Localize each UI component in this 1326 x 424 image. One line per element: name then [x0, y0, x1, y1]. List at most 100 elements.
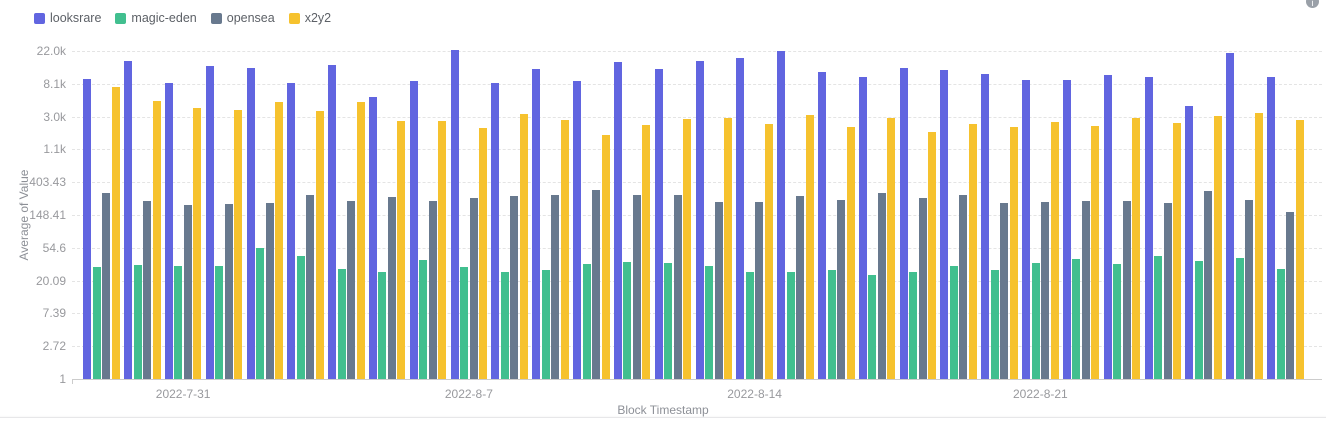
bar-magic-eden-2022-8-2[interactable]: [256, 247, 265, 379]
bar-x2y2-2022-8-13[interactable]: [724, 118, 733, 379]
bar-looksrare-2022-8-19[interactable]: [940, 70, 949, 379]
bar-x2y2-2022-8-3[interactable]: [315, 110, 324, 379]
bar-magic-eden-2022-8-12[interactable]: [664, 263, 673, 379]
bar-x2y2-2022-8-12[interactable]: [683, 118, 692, 379]
legend-item-looksrare[interactable]: looksrare: [34, 11, 101, 25]
bar-looksrare-2022-8-3[interactable]: [287, 83, 296, 379]
bar-looksrare-2022-8-14[interactable]: [736, 57, 745, 379]
bar-looksrare-2022-8-21[interactable]: [1022, 79, 1031, 379]
bar-magic-eden-2022-8-14[interactable]: [745, 272, 754, 379]
bar-magic-eden-2022-8-22[interactable]: [1072, 258, 1081, 379]
bar-opensea-2022-8-27[interactable]: [1286, 212, 1295, 379]
legend-item-opensea[interactable]: opensea: [210, 11, 275, 25]
bar-opensea-2022-8-25[interactable]: [1204, 191, 1213, 379]
bar-opensea-2022-8-9[interactable]: [551, 194, 560, 379]
bar-looksrare-2022-8-23[interactable]: [1103, 75, 1112, 379]
bar-looksrare-2022-8-10[interactable]: [573, 81, 582, 379]
bar-magic-eden-2022-8-21[interactable]: [1031, 263, 1040, 379]
bar-magic-eden-2022-8-16[interactable]: [827, 269, 836, 379]
bar-opensea-2022-8-21[interactable]: [1041, 202, 1050, 379]
bar-looksrare-2022-7-30[interactable]: [124, 60, 133, 379]
bar-x2y2-2022-8-6[interactable]: [438, 121, 447, 379]
bar-magic-eden-2022-8-25[interactable]: [1194, 261, 1203, 379]
bar-x2y2-2022-8-24[interactable]: [1173, 123, 1182, 379]
bar-x2y2-2022-8-21[interactable]: [1050, 122, 1059, 379]
bar-magic-eden-2022-7-30[interactable]: [133, 265, 142, 379]
bar-magic-eden-2022-8-13[interactable]: [705, 266, 714, 379]
bar-looksrare-2022-7-31[interactable]: [164, 83, 173, 379]
bar-looksrare-2022-8-20[interactable]: [981, 74, 990, 379]
bar-looksrare-2022-8-13[interactable]: [695, 61, 704, 379]
bar-x2y2-2022-8-1[interactable]: [234, 109, 243, 379]
bar-opensea-2022-8-20[interactable]: [1000, 202, 1009, 379]
bar-x2y2-2022-8-2[interactable]: [275, 102, 284, 379]
bar-magic-eden-2022-8-8[interactable]: [500, 272, 509, 379]
bar-opensea-2022-8-12[interactable]: [673, 195, 682, 379]
bar-x2y2-2022-8-18[interactable]: [928, 132, 937, 379]
bar-magic-eden-2022-8-18[interactable]: [909, 272, 918, 379]
bar-looksrare-2022-8-25[interactable]: [1185, 106, 1194, 379]
bar-magic-eden-2022-8-27[interactable]: [1276, 268, 1285, 379]
bar-opensea-2022-8-16[interactable]: [837, 199, 845, 379]
bar-x2y2-2022-8-7[interactable]: [479, 128, 488, 379]
bar-opensea-2022-8-2[interactable]: [265, 202, 274, 379]
bar-x2y2-2022-8-11[interactable]: [642, 125, 651, 379]
bar-opensea-2022-8-10[interactable]: [592, 190, 601, 379]
bar-opensea-2022-8-5[interactable]: [387, 196, 396, 379]
bar-looksrare-2022-8-4[interactable]: [328, 65, 337, 379]
bar-magic-eden-2022-8-24[interactable]: [1154, 256, 1163, 379]
bar-x2y2-2022-8-16[interactable]: [846, 126, 855, 379]
bar-x2y2-2022-8-9[interactable]: [560, 119, 569, 379]
bar-opensea-2022-8-8[interactable]: [510, 196, 519, 379]
bar-magic-eden-2022-8-23[interactable]: [1113, 264, 1122, 379]
bar-x2y2-2022-8-22[interactable]: [1091, 125, 1100, 379]
bar-x2y2-2022-8-15[interactable]: [805, 115, 814, 379]
bar-magic-eden-2022-8-17[interactable]: [868, 274, 877, 379]
bar-opensea-2022-8-7[interactable]: [469, 197, 478, 379]
bar-looksrare-2022-8-9[interactable]: [532, 69, 541, 379]
bar-x2y2-2022-8-25[interactable]: [1213, 115, 1222, 379]
bar-opensea-2022-8-14[interactable]: [755, 201, 764, 379]
legend-item-magic-eden[interactable]: magic-eden: [115, 11, 197, 25]
bar-x2y2-2022-8-23[interactable]: [1132, 117, 1141, 379]
bar-looksrare-2022-8-15[interactable]: [777, 50, 786, 379]
bar-looksrare-2022-8-22[interactable]: [1062, 80, 1071, 379]
bar-x2y2-2022-7-30[interactable]: [152, 100, 161, 379]
bar-looksrare-2022-8-8[interactable]: [491, 82, 500, 379]
bar-looksrare-2022-8-26[interactable]: [1226, 53, 1235, 379]
bar-x2y2-2022-8-17[interactable]: [887, 117, 896, 379]
bar-looksrare-2022-8-5[interactable]: [368, 97, 377, 379]
bar-opensea-2022-8-17[interactable]: [877, 192, 886, 379]
bar-looksrare-2022-8-24[interactable]: [1144, 76, 1153, 379]
bar-x2y2-2022-7-31[interactable]: [193, 107, 202, 379]
bar-looksrare-2022-8-6[interactable]: [409, 81, 418, 379]
bar-x2y2-2022-8-8[interactable]: [519, 114, 528, 379]
bar-magic-eden-2022-7-31[interactable]: [174, 266, 183, 379]
bar-looksrare-2022-8-18[interactable]: [899, 68, 908, 379]
bar-x2y2-2022-8-20[interactable]: [1009, 126, 1018, 379]
bar-opensea-2022-8-23[interactable]: [1122, 200, 1131, 379]
bar-opensea-2022-7-31[interactable]: [183, 204, 192, 379]
bar-x2y2-2022-7-29[interactable]: [111, 86, 120, 379]
bar-magic-eden-2022-8-20[interactable]: [990, 269, 999, 379]
bar-opensea-2022-8-19[interactable]: [959, 195, 968, 379]
bar-looksrare-2022-8-2[interactable]: [246, 67, 255, 379]
bar-magic-eden-2022-8-6[interactable]: [419, 259, 428, 379]
bar-x2y2-2022-8-19[interactable]: [968, 123, 977, 379]
bar-magic-eden-2022-8-3[interactable]: [296, 256, 305, 379]
bar-opensea-2022-8-6[interactable]: [428, 200, 437, 379]
bar-x2y2-2022-8-14[interactable]: [764, 123, 773, 379]
bar-magic-eden-2022-8-15[interactable]: [786, 272, 795, 379]
bar-opensea-2022-8-3[interactable]: [306, 194, 315, 379]
bar-magic-eden-2022-8-7[interactable]: [460, 267, 469, 379]
bar-looksrare-2022-8-1[interactable]: [205, 65, 214, 379]
bar-opensea-2022-8-15[interactable]: [796, 196, 805, 379]
bar-magic-eden-2022-8-1[interactable]: [215, 266, 224, 379]
bar-looksrare-2022-8-27[interactable]: [1267, 77, 1276, 379]
bar-magic-eden-2022-8-4[interactable]: [337, 268, 346, 379]
bar-opensea-2022-8-13[interactable]: [714, 201, 723, 379]
bar-opensea-2022-8-22[interactable]: [1081, 201, 1090, 379]
bar-opensea-2022-8-4[interactable]: [347, 201, 356, 379]
bar-opensea-2022-7-30[interactable]: [143, 201, 152, 379]
bar-opensea-2022-8-18[interactable]: [918, 198, 927, 379]
